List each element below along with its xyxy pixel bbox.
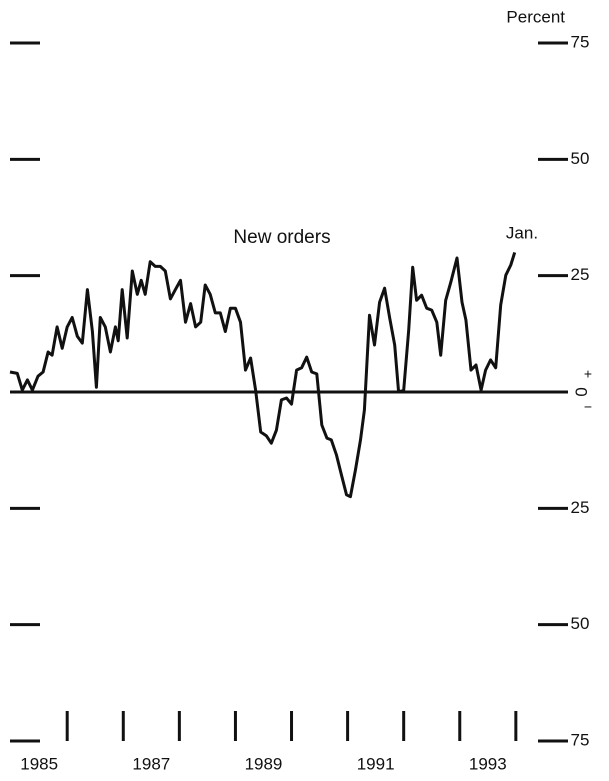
y-tick-label: 25: [571, 265, 590, 284]
series-line: [9, 251, 517, 499]
x-tick-label: 1987: [132, 754, 170, 773]
x-tick-label: 1991: [357, 754, 395, 773]
y-tick-label: 75: [571, 32, 590, 51]
x-tick-label: 1993: [469, 754, 507, 773]
x-tick-label: 1989: [245, 754, 283, 773]
y-tick-label: 75: [571, 730, 590, 749]
x-tick-label: 1985: [20, 754, 58, 773]
zero-minus: −: [584, 399, 592, 415]
y-tick-label: 50: [571, 149, 590, 168]
zero-plus: +: [584, 366, 592, 382]
y-tick-label: 0: [572, 387, 591, 396]
unit-label: Percent: [506, 7, 565, 26]
y-tick-label: 50: [571, 614, 590, 633]
series-label: New orders: [233, 227, 330, 248]
end-label: Jan.: [506, 223, 538, 242]
y-tick-label: 25: [571, 498, 590, 517]
